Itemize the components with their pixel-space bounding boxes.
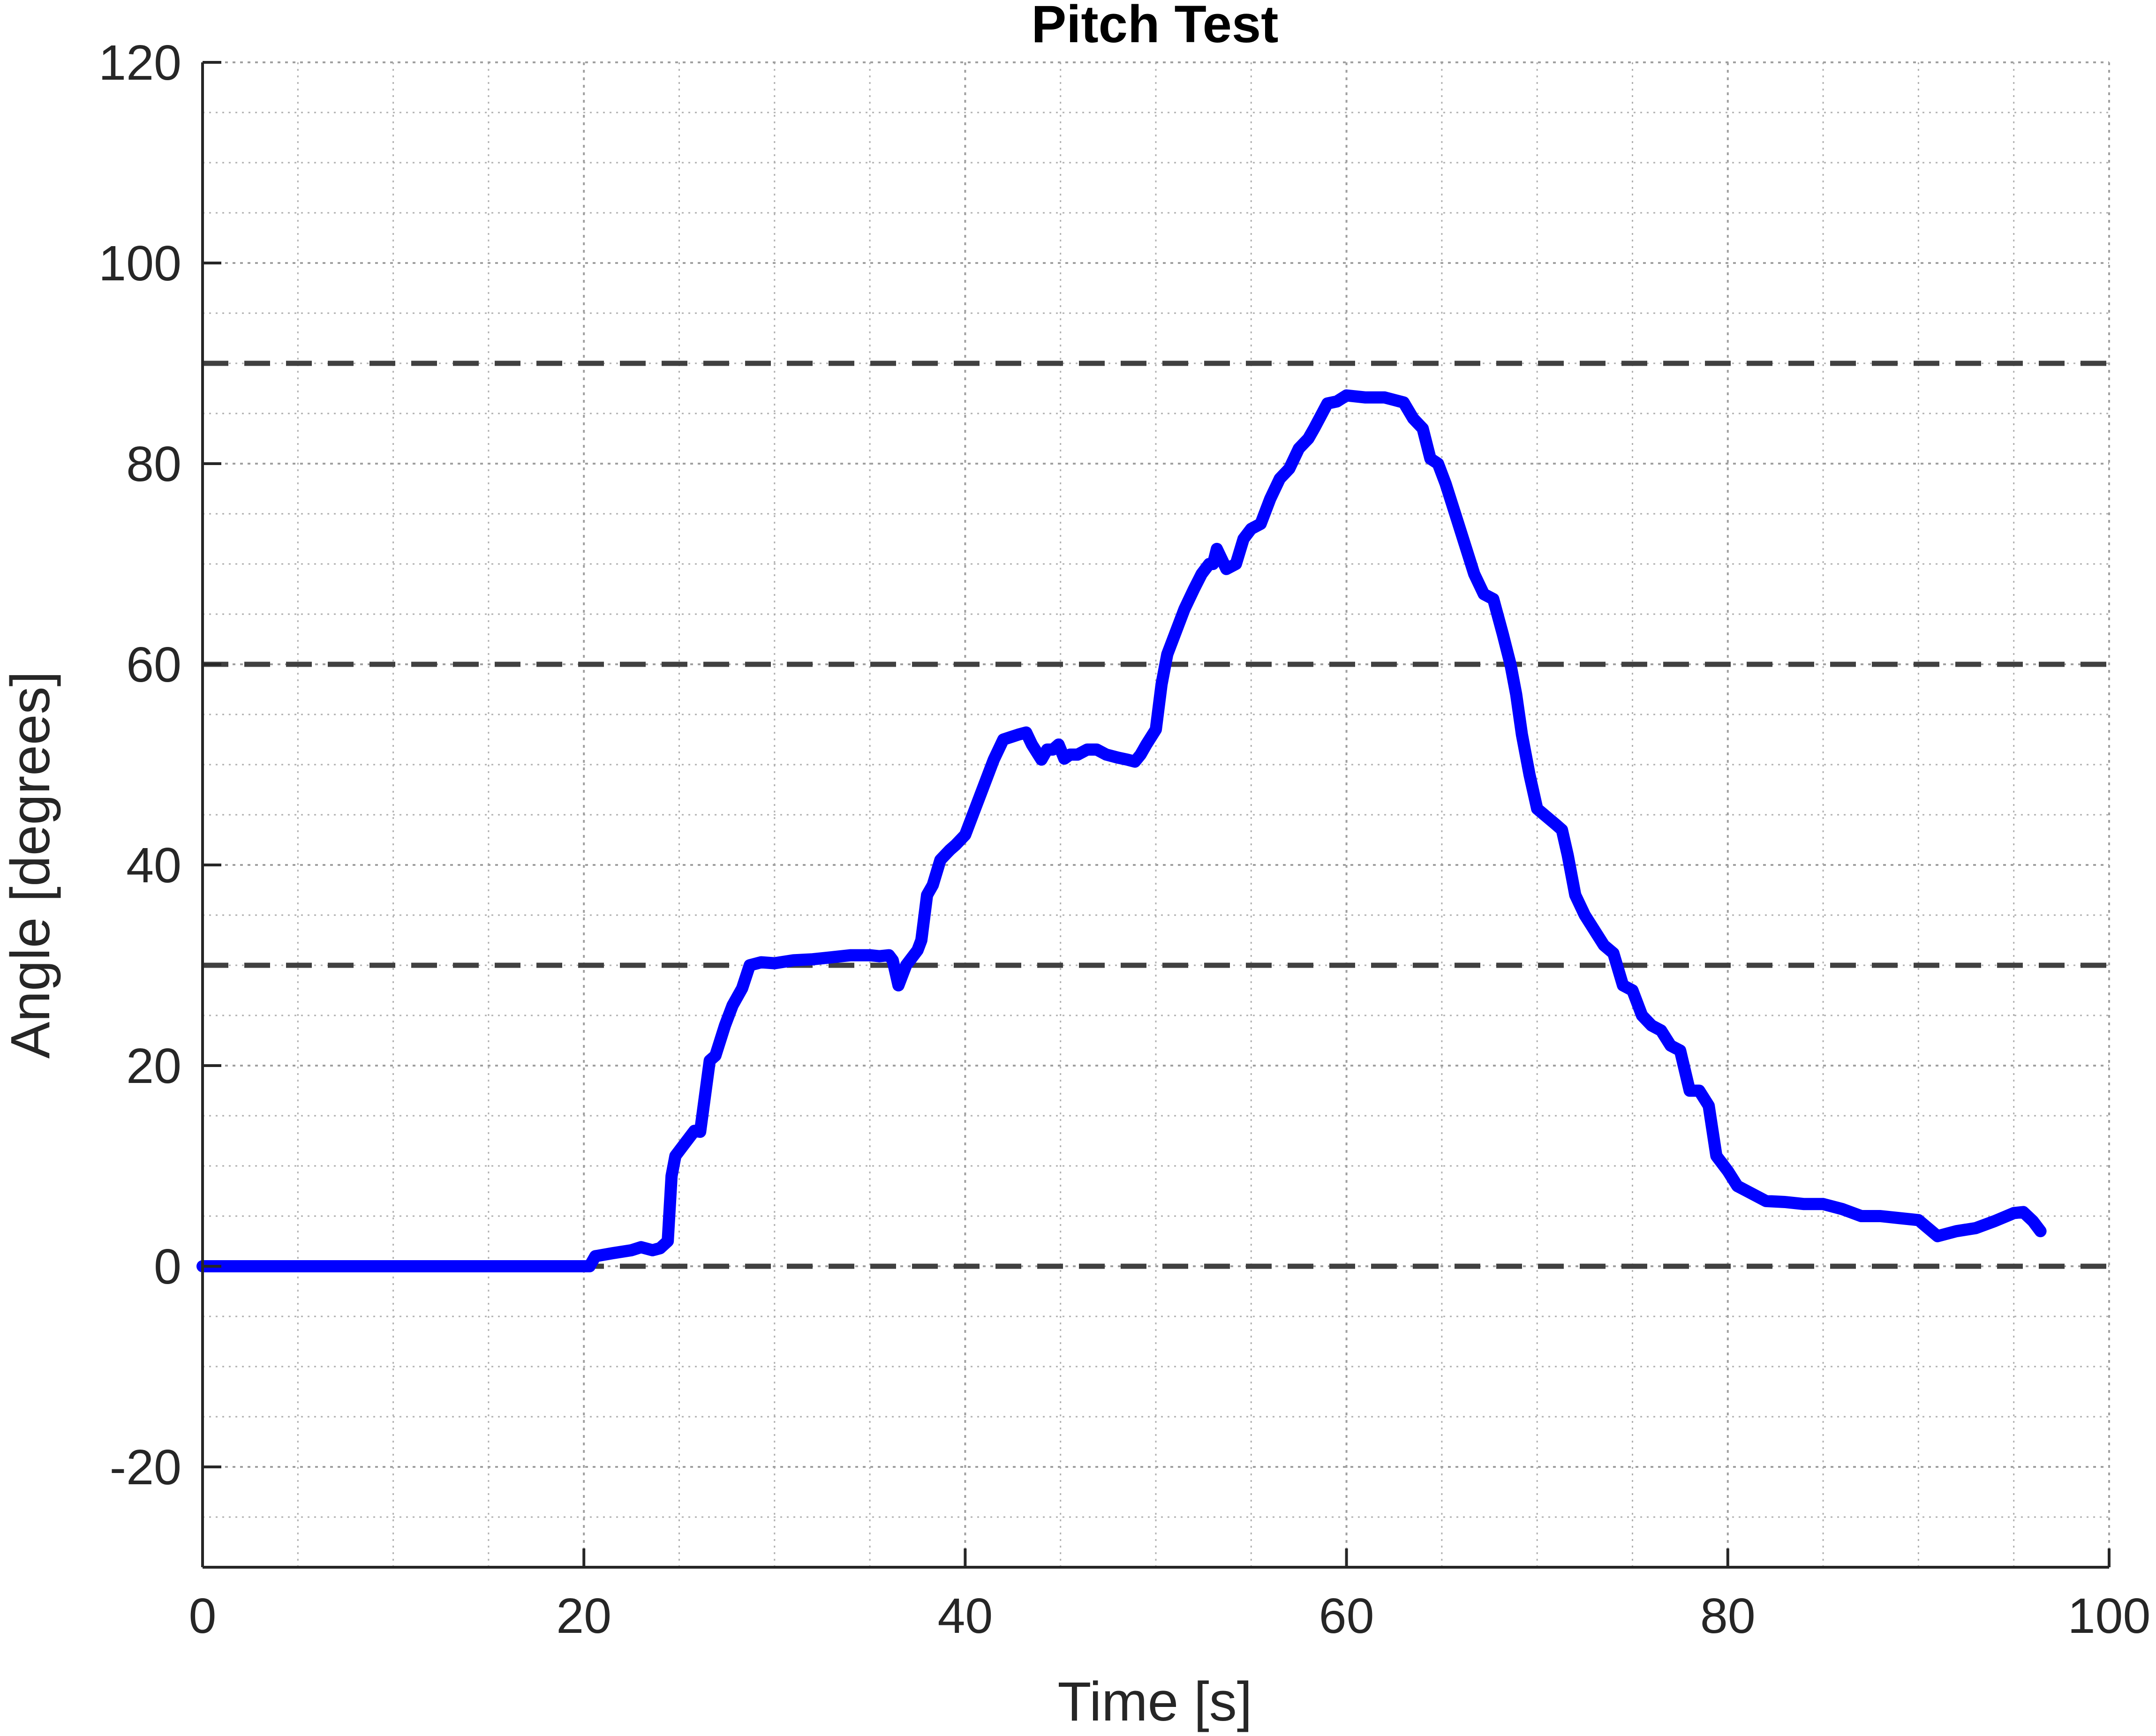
x-tick-label: 80 [1700, 1588, 1756, 1644]
x-tick-label: 0 [189, 1588, 217, 1644]
x-tick-label: 100 [2068, 1588, 2151, 1644]
x-axis-label: Time [s] [1057, 1671, 1252, 1733]
x-tick-label: 20 [556, 1588, 611, 1644]
major-grid [202, 61, 2110, 1567]
y-tick-label: 100 [98, 236, 181, 291]
y-tick-label: 0 [154, 1239, 181, 1294]
x-tick-label: 60 [1319, 1588, 1374, 1644]
x-tick-labels: 0 20 40 60 80 100 [189, 1588, 2151, 1644]
y-tick-labels: -20 0 20 40 60 80 100 120 [98, 35, 181, 1495]
y-axis-label: Angle [degrees] [0, 671, 61, 1059]
y-tick-label: 60 [126, 637, 181, 692]
minor-grid [203, 62, 2109, 1568]
chart-title: Pitch Test [1032, 0, 1279, 53]
y-tick-label: -20 [110, 1440, 181, 1495]
x-tick-label: 40 [937, 1588, 993, 1644]
y-tick-label: 80 [126, 436, 181, 492]
axes [201, 61, 2111, 1569]
y-tick-label: 20 [126, 1038, 181, 1094]
series-line [196, 389, 2047, 1272]
y-tick-label: 40 [126, 838, 181, 893]
series-layer [196, 389, 2047, 1272]
y-tick-label: 120 [98, 35, 181, 90]
